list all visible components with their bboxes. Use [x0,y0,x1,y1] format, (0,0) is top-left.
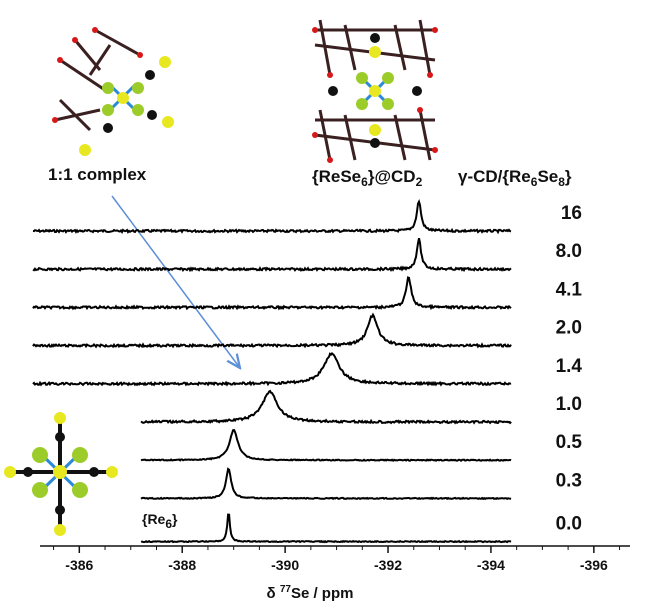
series-label: 0.0 [556,514,582,535]
arrow [111,195,240,368]
series-label: 0.5 [556,432,583,453]
spectrum [140,467,512,501]
annotation-dimer: {ReSe6}@CD2 [312,167,423,189]
series-label: 4.1 [556,279,583,300]
spectrum [32,351,512,387]
molecule-free [4,412,118,536]
x-tick-label: -394 [477,557,505,573]
annotation-complex: 1:1 complex [48,165,147,184]
x-axis-label: δ 77Se / ppm [267,584,354,602]
spectrum [140,513,512,544]
spectrum [32,276,512,311]
series-label: 0.3 [556,470,582,491]
spectrum [32,312,512,349]
annotation-ref: {Re6} [142,511,178,531]
x-tick-label: -386 [65,557,93,573]
spectrum [140,389,512,425]
spectrum [32,237,512,273]
spectrum [140,429,512,463]
series-label: 8.0 [556,241,582,262]
molecule-dimer [312,19,438,163]
x-tick-label: -390 [271,557,299,573]
x-tick-label: -392 [374,557,402,573]
series-label: 16 [561,203,582,224]
legend-title: γ-CD/{Re6Se8} [458,167,572,189]
x-tick-label: -396 [580,557,608,573]
series-label: 1.4 [556,356,583,377]
series-label: 2.0 [556,318,582,339]
spectrum [32,198,512,235]
series-label: 1.0 [556,394,582,415]
x-tick-label: -388 [168,557,196,573]
molecule-complex [52,27,174,156]
